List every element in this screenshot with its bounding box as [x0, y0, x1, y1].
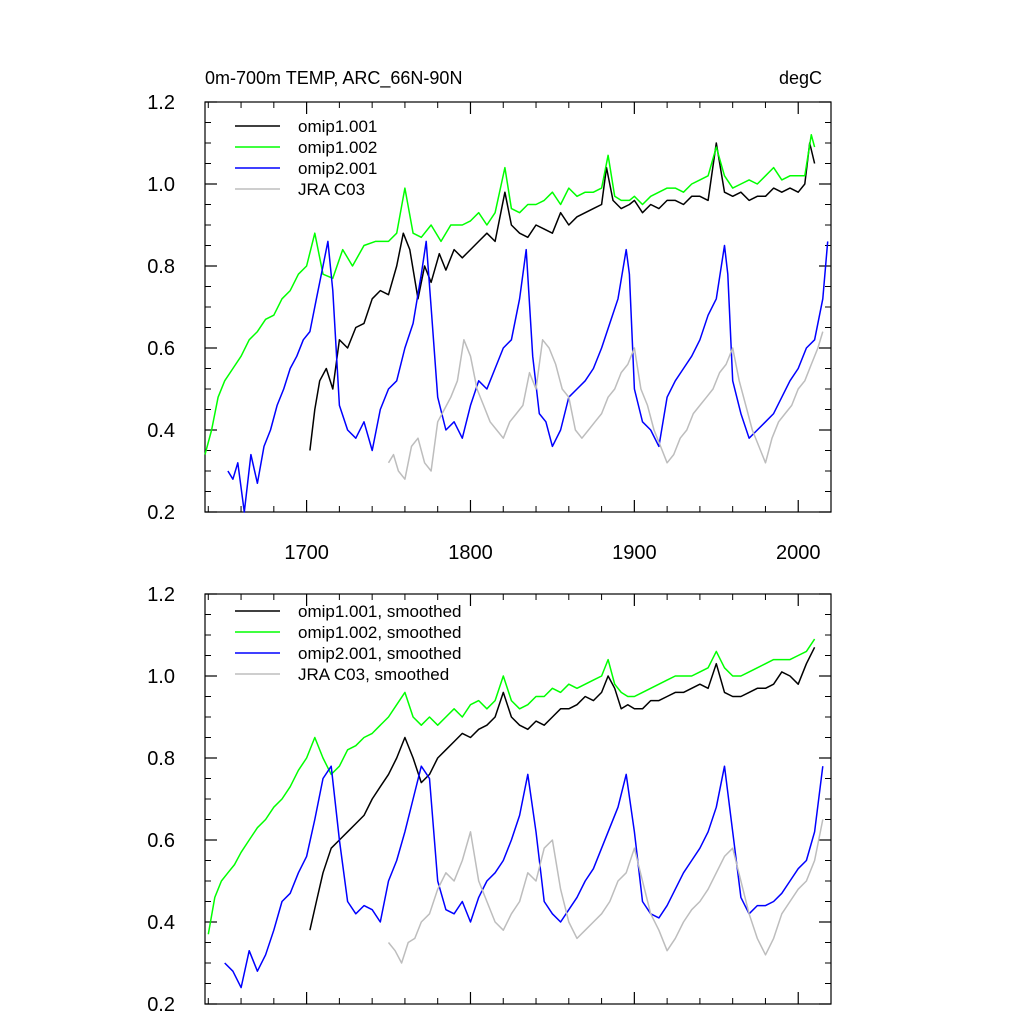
- y-tick-label: 1.2: [147, 584, 175, 606]
- series-line-2: [207, 638, 816, 935]
- series-line-2: [204, 134, 816, 455]
- series-line-3: [224, 765, 824, 989]
- series-line-4: [387, 331, 824, 480]
- series-line-1: [309, 646, 816, 931]
- series-line-4: [387, 819, 824, 964]
- bottom-panel: 0.2 0.4 0.6 0.8 1.0 1.2 omip1.001, smoothed omi…: [147, 584, 832, 1016]
- legend-label: omip1.002, smoothed: [298, 623, 462, 642]
- top-panel: 1700 1800 1900 2000 0.2 0.4 0.6 0.8 1.0 1.2 omip1.…: [147, 92, 832, 564]
- x-tick-label: 1900: [612, 542, 657, 564]
- series-line-3: [227, 240, 829, 513]
- legend-label: omip2.001: [298, 159, 377, 178]
- x-tick-label: 1700: [284, 542, 329, 564]
- y-tick-label: 0.6: [147, 830, 175, 852]
- series-line-1: [309, 142, 816, 451]
- y-tick-label: 1.0: [147, 174, 175, 196]
- y-tick-label: 0.4: [147, 912, 175, 934]
- y-tick-label: 0.2: [147, 994, 175, 1016]
- y-tick-label: 1.0: [147, 666, 175, 688]
- chart-units: degC: [779, 68, 822, 88]
- y-tick-label: 0.8: [147, 256, 175, 278]
- legend-label: omip1.002: [298, 138, 377, 157]
- x-tick-label: 1800: [448, 542, 493, 564]
- legend-label: omip2.001, smoothed: [298, 644, 462, 663]
- legend-label: omip1.001: [298, 117, 377, 136]
- chart-title: 0m-700m TEMP, ARC_66N-90N: [205, 68, 462, 89]
- legend-label: JRA C03, smoothed: [298, 665, 449, 684]
- x-tick-label: 2000: [776, 542, 821, 564]
- legend-label: JRA C03: [298, 180, 365, 199]
- y-tick-label: 1.2: [147, 92, 175, 114]
- legend-label: omip1.001, smoothed: [298, 602, 462, 621]
- y-tick-label: 0.2: [147, 502, 175, 524]
- y-tick-label: 0.8: [147, 748, 175, 770]
- y-tick-label: 0.6: [147, 338, 175, 360]
- y-tick-label: 0.4: [147, 420, 175, 442]
